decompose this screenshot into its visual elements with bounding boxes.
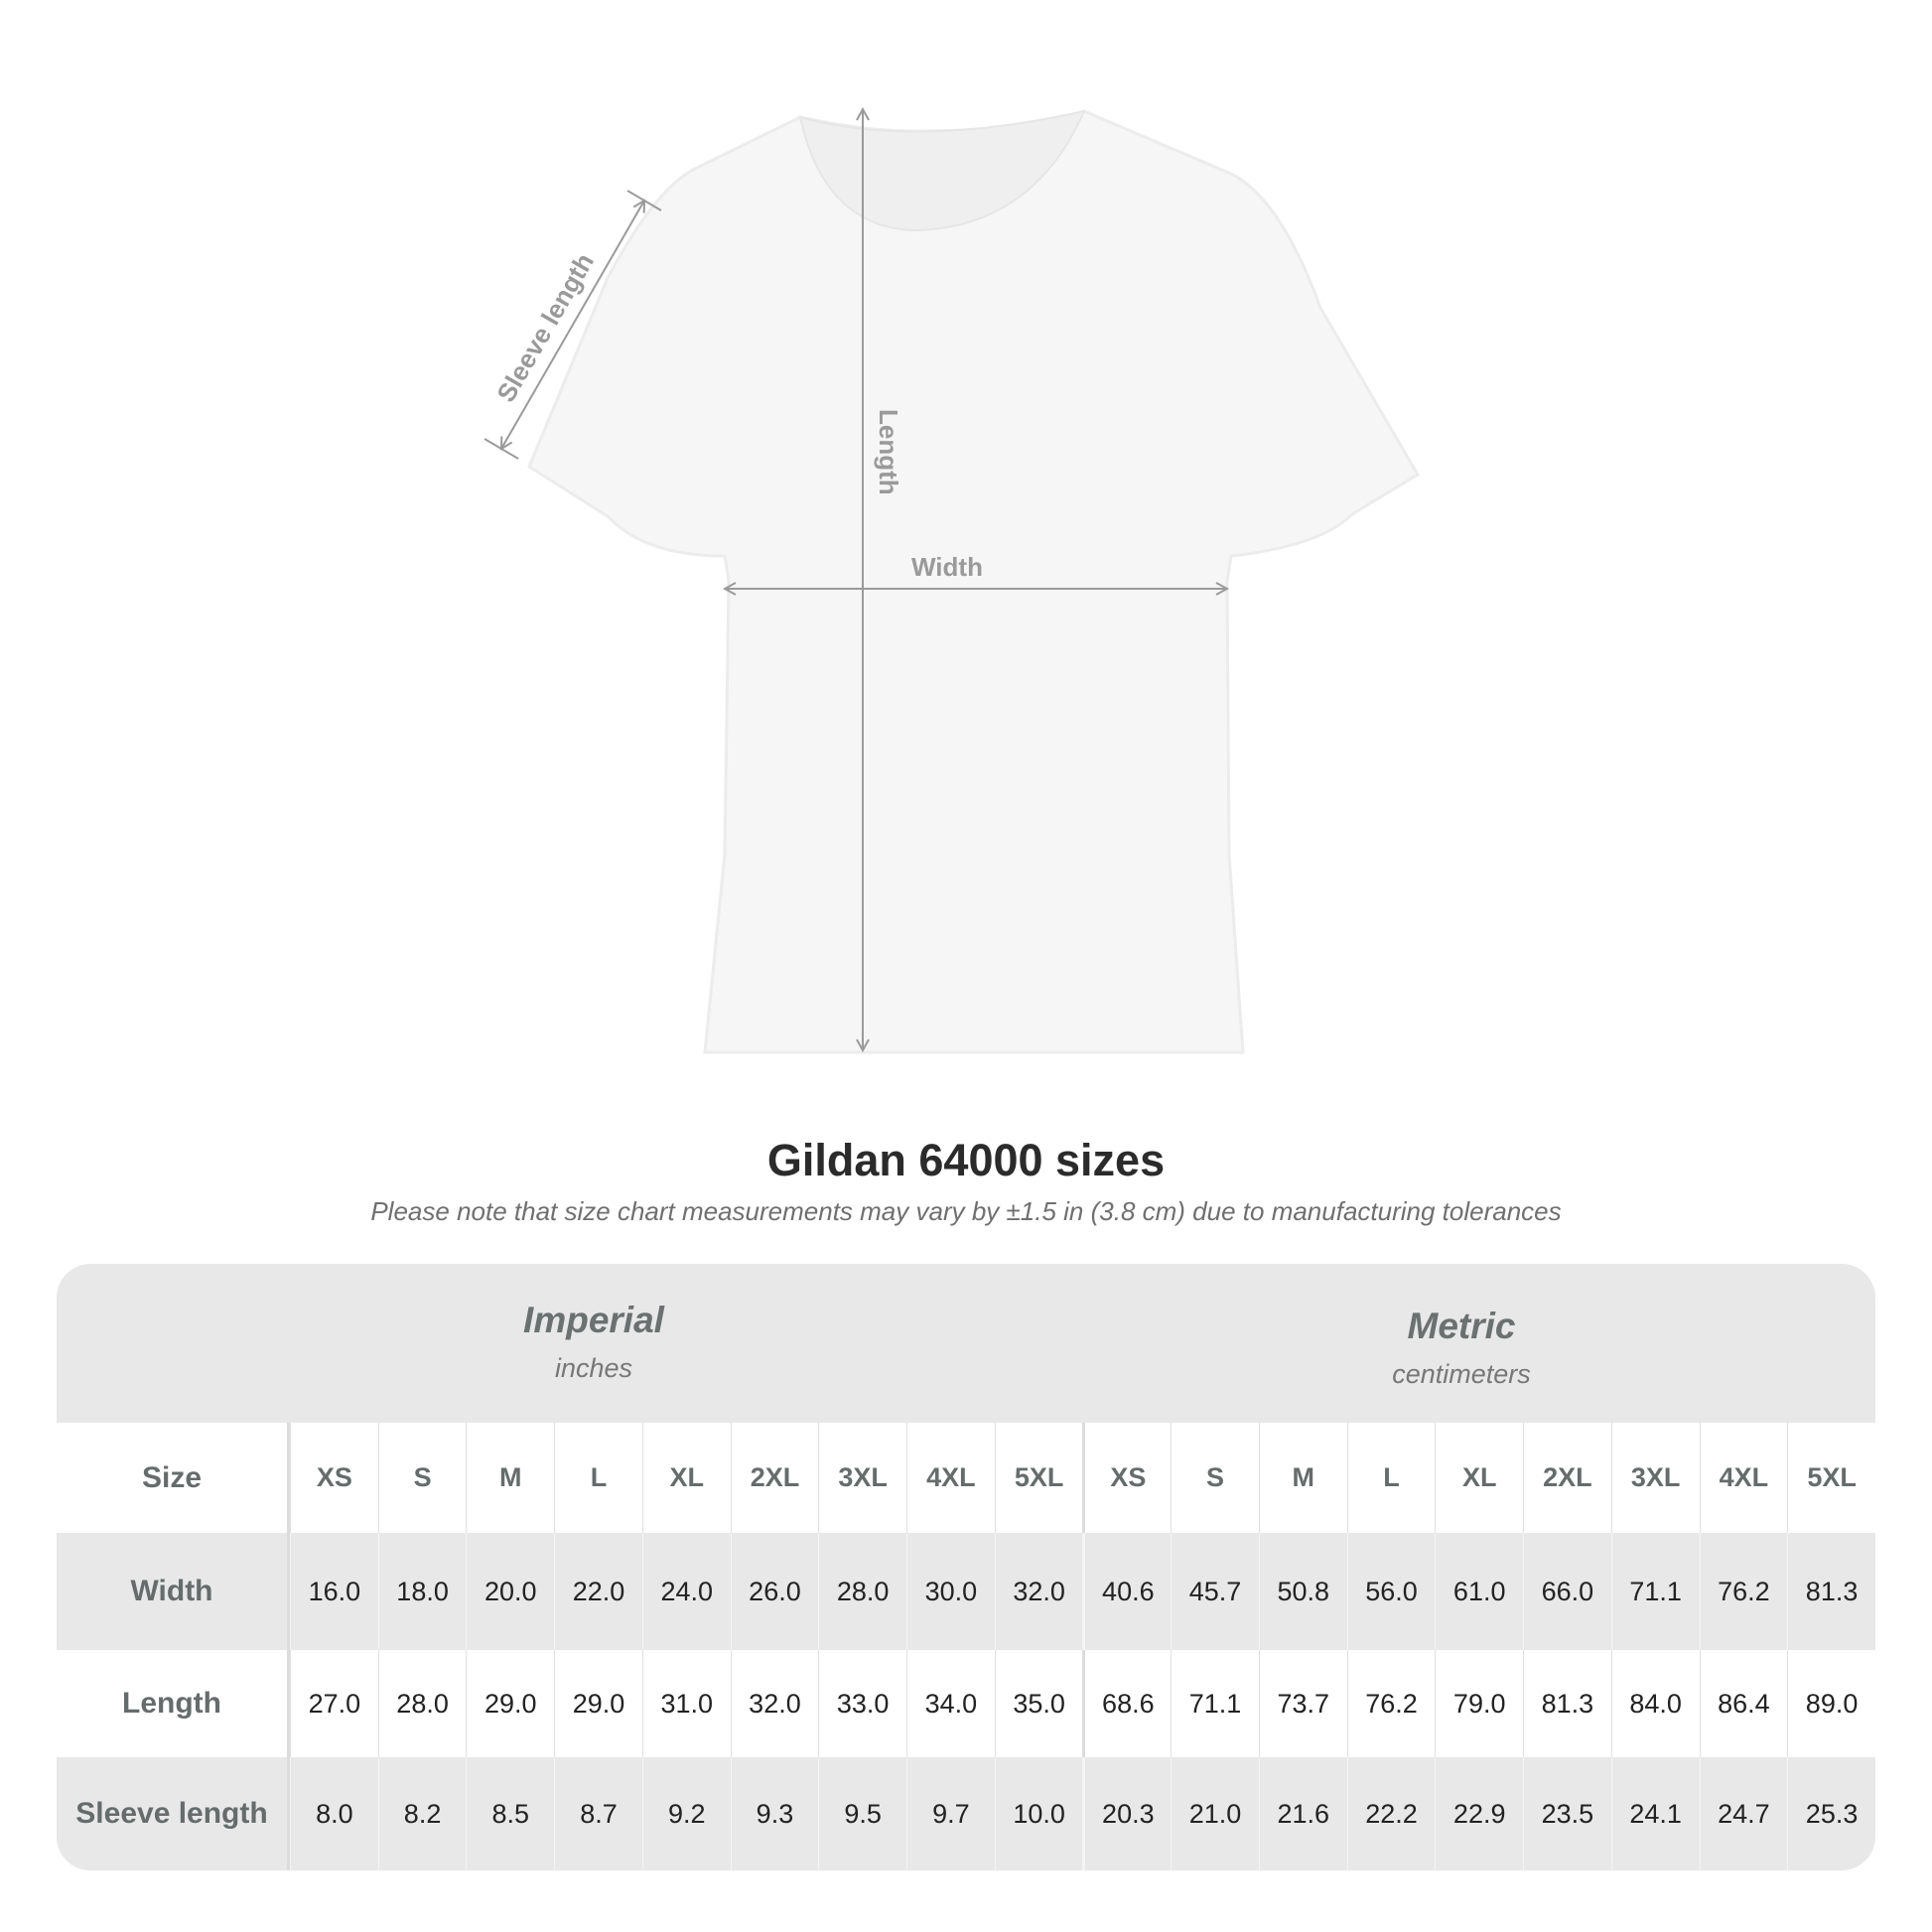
value-cell: 34.0 (906, 1650, 995, 1757)
size-header-cell: M (1258, 1423, 1347, 1533)
value-cell: 45.7 (1171, 1533, 1259, 1650)
size-header-cell: 4XL (906, 1423, 995, 1533)
imperial-label: Imperial (523, 1300, 664, 1340)
size-header-cell: 3XL (1610, 1423, 1700, 1533)
value-cell: 28.0 (818, 1533, 906, 1650)
size-header-cell: 5XL (1787, 1423, 1875, 1533)
size-header-cell: 4XL (1699, 1423, 1788, 1533)
value-cell: 32.0 (994, 1533, 1083, 1650)
size-header-cell: 2XL (730, 1423, 819, 1533)
value-cell: 21.0 (1171, 1757, 1259, 1870)
value-cell: 9.5 (818, 1757, 906, 1870)
value-cell: 9.7 (906, 1757, 995, 1870)
size-header-cell: 2XL (1523, 1423, 1611, 1533)
value-cell: 20.3 (1082, 1757, 1171, 1870)
value-cell: 26.0 (730, 1533, 819, 1650)
value-cell: 71.1 (1610, 1533, 1700, 1650)
value-cell: 8.7 (554, 1757, 642, 1870)
value-cell: 24.0 (641, 1533, 731, 1650)
size-header-cell: S (1171, 1423, 1259, 1533)
size-header-cell: XS (290, 1423, 378, 1533)
size-header-cell: XS (1082, 1423, 1171, 1533)
value-cell: 8.5 (466, 1757, 554, 1870)
size-header-cell: S (377, 1423, 467, 1533)
table-row: Width 16.0 18.0 20.0 22.0 24.0 26.0 28.0 30.0 32.… (57, 1533, 1875, 1650)
value-cell: 9.3 (730, 1757, 819, 1870)
tshirt-image (527, 109, 1421, 1054)
value-cell: 35.0 (994, 1650, 1083, 1757)
value-cell: 22.9 (1435, 1757, 1523, 1870)
metric-unit: centimeters (1392, 1359, 1531, 1389)
value-cell: 21.6 (1258, 1757, 1347, 1870)
value-cell: 29.0 (554, 1650, 642, 1757)
value-cell: 9.2 (641, 1757, 731, 1870)
value-cell: 22.2 (1346, 1757, 1436, 1870)
value-cell: 61.0 (1435, 1533, 1523, 1650)
metric-label: Metric (1407, 1306, 1516, 1346)
value-cell: 22.0 (554, 1533, 642, 1650)
width-measure: Width (725, 552, 1227, 589)
size-header-cell: XL (1435, 1423, 1523, 1533)
metric-header: Metric centimeters (1164, 1306, 1759, 1390)
value-cell: 31.0 (641, 1650, 731, 1757)
length-measure: Length (863, 109, 903, 1050)
value-cell: 16.0 (290, 1533, 378, 1650)
value-cell: 27.0 (290, 1650, 378, 1757)
size-header-cell: 3XL (818, 1423, 906, 1533)
value-cell: 68.6 (1082, 1650, 1171, 1757)
value-cell: 32.0 (730, 1650, 819, 1757)
value-cell: 73.7 (1258, 1650, 1347, 1757)
size-table: Imperial inches Metric centimeters Size X… (57, 1264, 1875, 1870)
units-header: Imperial inches Metric centimeters (57, 1264, 1875, 1423)
length-label: Length (874, 409, 903, 495)
size-header-cell: L (1346, 1423, 1436, 1533)
value-cell: 81.3 (1523, 1650, 1611, 1757)
value-cell: 20.0 (466, 1533, 554, 1650)
value-cell: 28.0 (377, 1650, 467, 1757)
value-cell: 50.8 (1258, 1533, 1347, 1650)
value-cell: 8.2 (377, 1757, 467, 1870)
size-header-row: Size XS S M L XL 2XL 3XL 4XL 5XL XS S M L XL 2XL 3XL 4XL 5… (57, 1423, 1875, 1533)
value-cell: 30.0 (906, 1533, 995, 1650)
value-cell: 56.0 (1346, 1533, 1436, 1650)
row-label: Sleeve length (57, 1757, 290, 1870)
value-cell: 89.0 (1787, 1650, 1875, 1757)
value-cell: 8.0 (290, 1757, 378, 1870)
value-cell: 71.1 (1171, 1650, 1259, 1757)
table-row: Length 27.0 28.0 29.0 29.0 31.0 32.0 33.0 34.0 35… (57, 1650, 1875, 1757)
value-cell: 10.0 (994, 1757, 1083, 1870)
width-label: Width (911, 552, 983, 582)
size-header-cell: M (466, 1423, 554, 1533)
imperial-header: Imperial inches (296, 1300, 892, 1384)
value-cell: 24.1 (1610, 1757, 1700, 1870)
page-title: Gildan 64000 sizes (766, 1135, 1166, 1185)
value-cell: 79.0 (1435, 1650, 1523, 1757)
table-row: Sleeve length 8.0 8.2 8.5 8.7 9.2 9.3 9.5 9.7 10.… (57, 1757, 1875, 1870)
row-label: Width (57, 1533, 290, 1650)
size-header-cell: XL (641, 1423, 731, 1533)
value-cell: 66.0 (1523, 1533, 1611, 1650)
value-cell: 76.2 (1699, 1533, 1788, 1650)
value-cell: 18.0 (377, 1533, 467, 1650)
value-cell: 84.0 (1610, 1650, 1700, 1757)
value-cell: 24.7 (1699, 1757, 1788, 1870)
value-cell: 86.4 (1699, 1650, 1788, 1757)
value-cell: 29.0 (466, 1650, 554, 1757)
value-cell: 33.0 (818, 1650, 906, 1757)
value-cell: 40.6 (1082, 1533, 1171, 1650)
value-cell: 81.3 (1787, 1533, 1875, 1650)
value-cell: 25.3 (1787, 1757, 1875, 1870)
size-header-cell: 5XL (994, 1423, 1083, 1533)
size-header-cell: L (554, 1423, 642, 1533)
value-cell: 23.5 (1523, 1757, 1611, 1870)
row-label: Length (57, 1650, 290, 1757)
size-label: Size (57, 1423, 290, 1533)
tolerance-note: Please note that size chart measurements… (370, 1196, 1562, 1226)
imperial-unit: inches (554, 1353, 633, 1383)
value-cell: 76.2 (1346, 1650, 1436, 1757)
